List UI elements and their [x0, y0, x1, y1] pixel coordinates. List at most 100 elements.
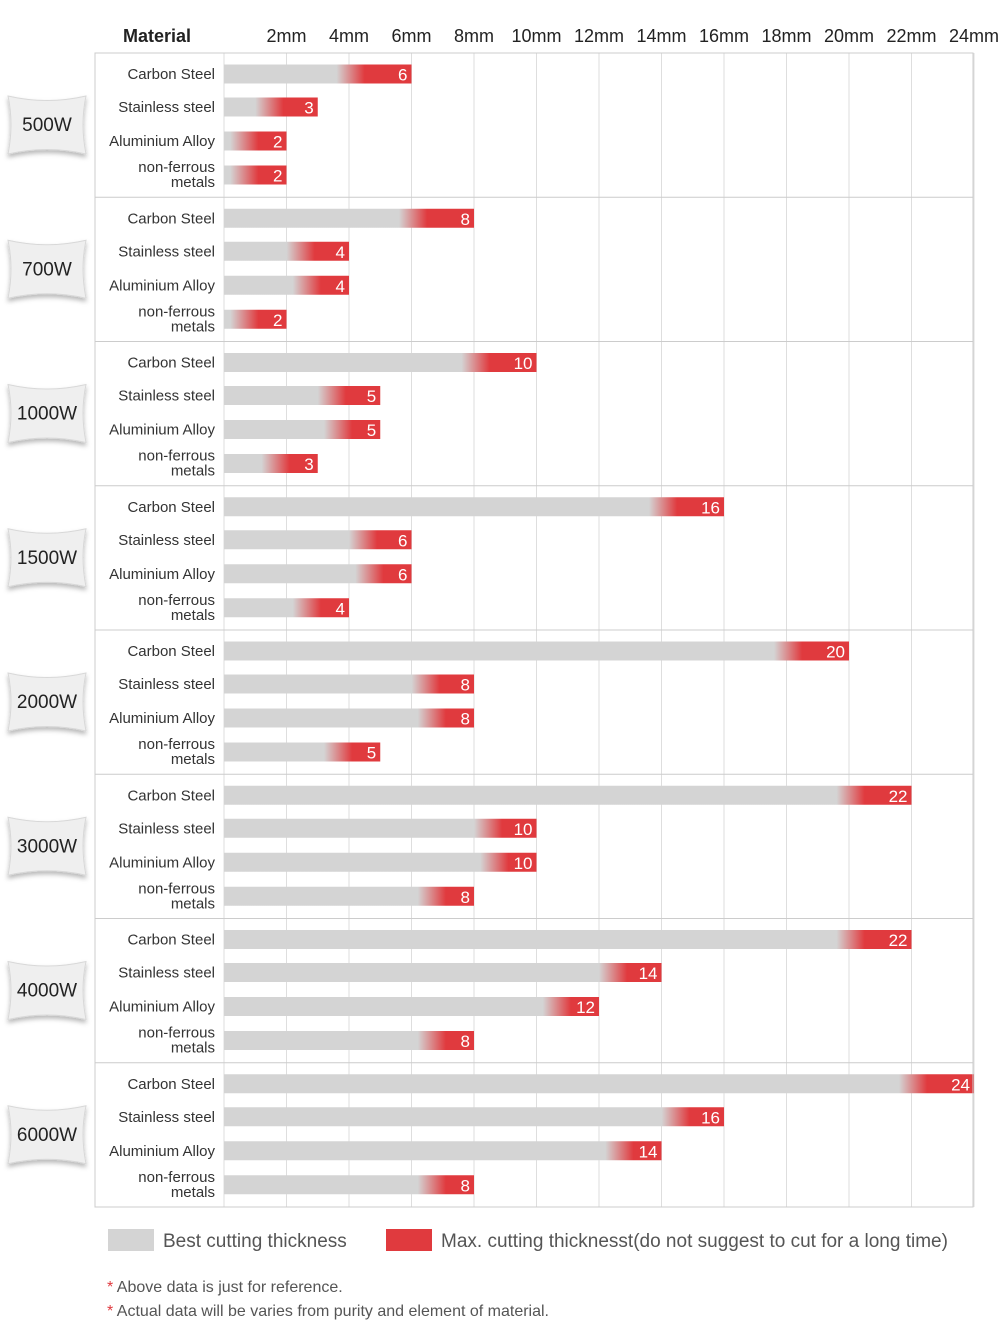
x-tick-label: 16mm [699, 26, 749, 46]
material-label: non-ferrous [138, 303, 215, 320]
power-label: 4000W [17, 981, 77, 1002]
thickness-bar [224, 742, 381, 762]
thickness-bar [224, 886, 474, 906]
thickness-bar [224, 1107, 724, 1127]
material-row: Aluminium Alloy 8 [109, 708, 474, 729]
material-row: Carbon Steel 6 [127, 64, 412, 85]
thickness-bar [224, 708, 474, 728]
x-tick-label: 8mm [454, 26, 494, 46]
legend-max-label: Max. cutting thicknesst(do not suggest t… [441, 1231, 948, 1252]
thickness-bar [224, 785, 912, 805]
material-label: non-ferrous [138, 1169, 215, 1186]
material-label: Stainless steel [118, 820, 215, 837]
max-value-label: 8 [461, 676, 470, 695]
power-label: 2000W [17, 692, 77, 713]
max-value-label: 5 [367, 421, 376, 440]
thickness-bar [224, 1074, 974, 1094]
material-label: non-ferrous [138, 159, 215, 176]
x-tick-label: 20mm [824, 26, 874, 46]
x-tick-label: 24mm [949, 26, 999, 46]
max-value-label: 2 [273, 311, 282, 330]
power-label: 1000W [17, 404, 77, 425]
thickness-bar [224, 386, 381, 405]
thickness-bar [224, 1141, 662, 1161]
material-label: Carbon Steel [127, 66, 215, 83]
material-row: Carbon Steel 22 [127, 785, 912, 806]
material-label: non-ferrous [138, 736, 215, 753]
material-label: non-ferrous [138, 592, 215, 609]
max-value-label: 5 [367, 387, 376, 406]
material-label: Carbon Steel [127, 355, 215, 372]
power-label: 3000W [17, 836, 77, 857]
thickness-bar [224, 1031, 474, 1050]
material-row: Aluminium Alloy 14 [109, 1141, 662, 1161]
thickness-bar [224, 530, 412, 550]
material-row: Stainless steel 10 [118, 818, 537, 839]
thickness-bar [224, 309, 287, 329]
thickness-bar [224, 564, 412, 584]
material-label: metals [171, 1184, 215, 1201]
note-star: * [107, 1303, 113, 1320]
x-tick-label: 10mm [511, 26, 561, 46]
power-plaque [7, 672, 87, 732]
power-plaque [7, 816, 87, 876]
thickness-bar [224, 818, 537, 838]
x-tick-label: 12mm [574, 26, 624, 46]
max-value-label: 4 [336, 243, 345, 262]
max-value-label: 4 [336, 277, 345, 296]
material-row: Carbon Steel 20 [127, 641, 849, 662]
material-label: Stainless steel [118, 99, 215, 116]
legend: Best cutting thickness Max. cutting thic… [108, 1229, 948, 1252]
x-tick-label: 2mm [267, 26, 307, 46]
material-row: Aluminium Alloy 6 [109, 564, 412, 584]
material-header: Material [123, 26, 191, 46]
material-row: Stainless steel 6 [118, 530, 412, 550]
material-label: metals [171, 751, 215, 768]
material-label: Aluminium Alloy [109, 854, 215, 871]
x-tick-label: 6mm [392, 26, 432, 46]
max-value-label: 24 [951, 1075, 970, 1094]
thickness-bar [224, 641, 849, 661]
material-label: Stainless steel [118, 1109, 215, 1126]
thickness-bar [224, 165, 287, 185]
power-label: 700W [22, 259, 72, 280]
max-value-label: 2 [273, 167, 282, 186]
thickness-bar [224, 1175, 474, 1195]
power-plaque [7, 95, 87, 155]
thickness-bar [224, 852, 537, 872]
material-label: Stainless steel [118, 965, 215, 982]
max-value-label: 22 [889, 931, 908, 950]
material-row: Stainless steel 5 [118, 386, 381, 406]
max-value-label: 12 [576, 998, 595, 1017]
material-label: Carbon Steel [127, 210, 215, 227]
thickness-bar [224, 420, 381, 439]
power-group: 3000W Carbon Steel 22 Stainless steel 10 Alum… [7, 773, 973, 912]
x-tick-label: 14mm [636, 26, 686, 46]
material-row: Aluminium Alloy 5 [109, 420, 381, 440]
power-group: 500W Carbon Steel 6 Stainless steel 3 Alumini… [7, 64, 412, 191]
material-label: non-ferrous [138, 880, 215, 897]
material-row: Aluminium Alloy 4 [109, 275, 349, 296]
thickness-bar [224, 930, 912, 949]
material-row: Aluminium Alloy 2 [109, 131, 287, 152]
thickness-bar [224, 208, 474, 228]
material-label: Aluminium Alloy [109, 422, 215, 439]
max-value-label: 3 [304, 455, 313, 474]
thickness-bar [224, 241, 349, 261]
material-label: Stainless steel [118, 532, 215, 549]
x-tick-label: 18mm [761, 26, 811, 46]
max-value-label: 16 [701, 498, 720, 517]
thickness-bar [224, 131, 287, 151]
legend-max-swatch [386, 1229, 432, 1251]
max-value-label: 6 [398, 531, 407, 550]
material-row: Carbon Steel 10 [127, 353, 537, 373]
material-row: Stainless steel 16 [118, 1107, 724, 1127]
max-value-label: 10 [514, 820, 533, 839]
material-label: Aluminium Alloy [109, 999, 215, 1016]
